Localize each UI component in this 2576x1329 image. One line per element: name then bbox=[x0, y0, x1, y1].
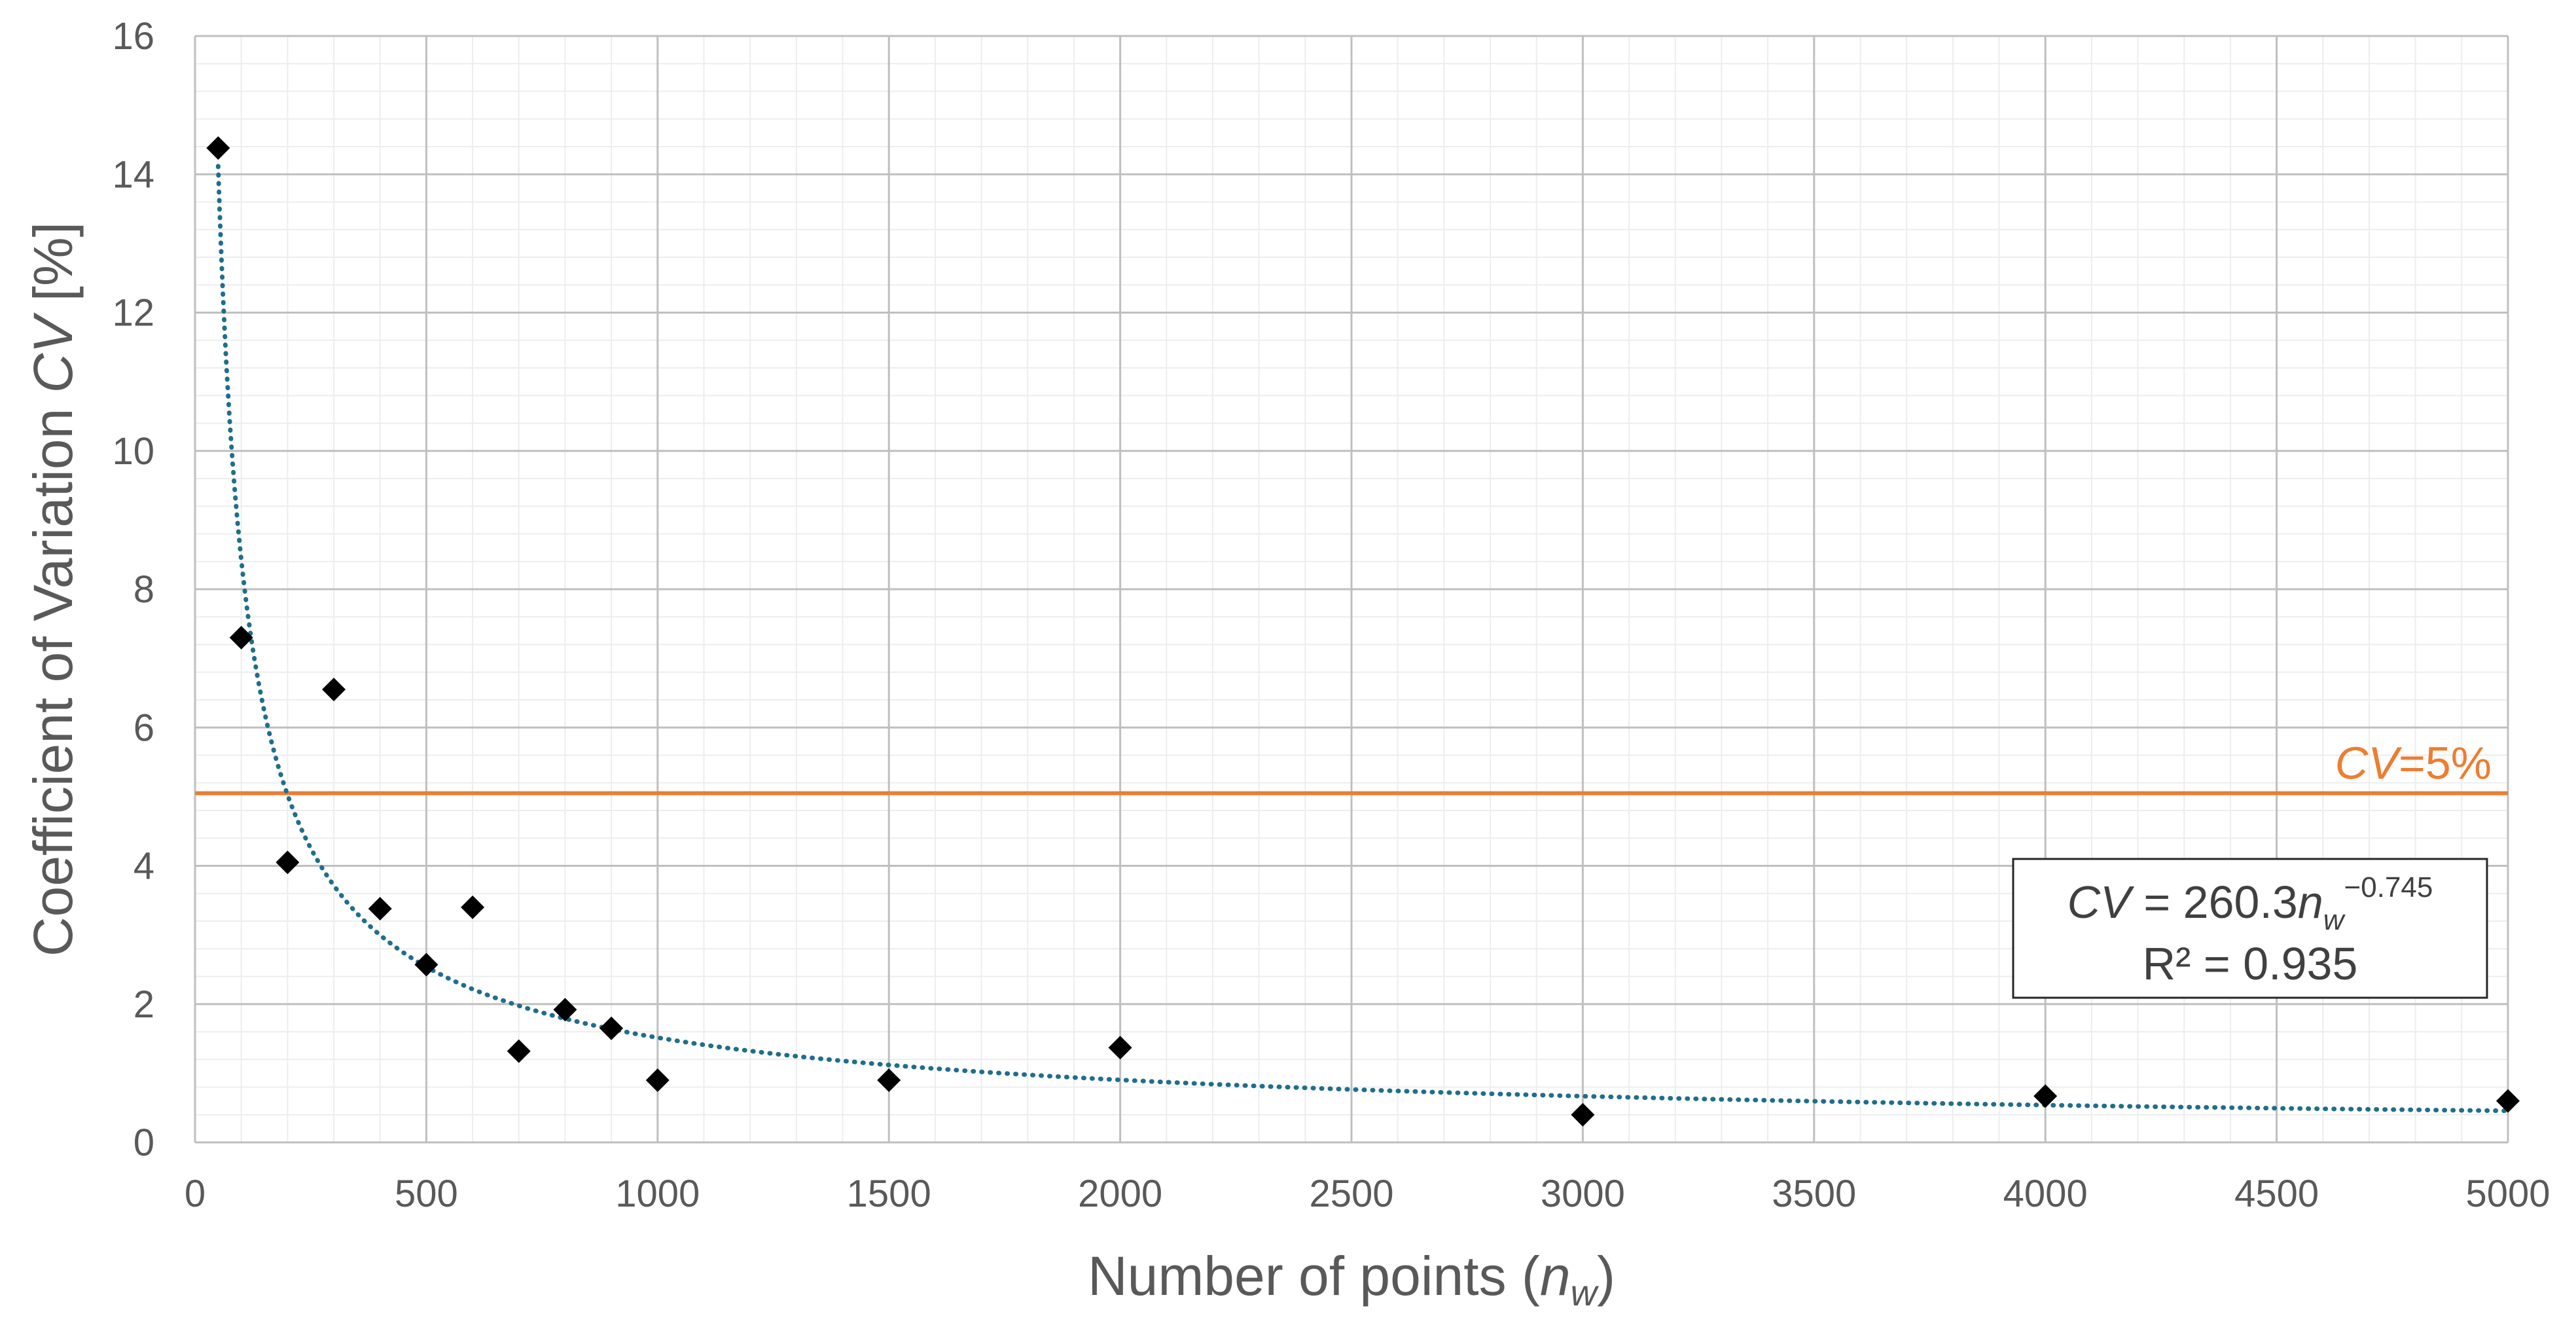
data-point-marker bbox=[276, 850, 300, 875]
data-point-marker bbox=[1571, 1102, 1595, 1127]
x-axis-title-prefix: Number of points ( bbox=[1088, 1245, 1540, 1307]
data-point-marker bbox=[599, 1016, 624, 1040]
x-tick-label: 1500 bbox=[847, 1173, 931, 1215]
y-axis-title-suffix: [%] bbox=[22, 222, 84, 317]
y-axis-title-cv: CV bbox=[22, 312, 84, 393]
y-tick-label: 16 bbox=[112, 15, 154, 58]
y-tick-label: 8 bbox=[134, 568, 154, 611]
data-point-marker bbox=[877, 1068, 901, 1092]
data-points bbox=[206, 136, 2520, 1127]
y-tick-label: 4 bbox=[134, 845, 154, 888]
x-tick-label: 0 bbox=[185, 1173, 206, 1215]
x-tick-label: 4000 bbox=[2003, 1173, 2088, 1215]
data-point-marker bbox=[229, 625, 253, 649]
reference-label-value: =5% bbox=[2399, 738, 2492, 789]
x-tick-label: 500 bbox=[395, 1173, 458, 1215]
x-axis-title-n: n bbox=[1540, 1245, 1571, 1307]
x-axis-ticks: 0 500 1000 1500 2000 2500 3000 3500 4000 4500 5000 bbox=[185, 1173, 2550, 1215]
y-axis-title: Coefficient of Variation CV [%] bbox=[22, 222, 84, 956]
x-tick-label: 5000 bbox=[2465, 1173, 2550, 1215]
y-tick-label: 14 bbox=[112, 153, 154, 196]
equation-box: CV = 260.3nw−0.745 R² = 0.935 bbox=[2012, 858, 2488, 999]
data-point-marker bbox=[507, 1039, 531, 1063]
data-point-marker bbox=[368, 896, 392, 920]
x-axis-title-suffix: ) bbox=[1597, 1245, 1615, 1307]
x-tick-label: 2500 bbox=[1309, 1173, 1393, 1215]
x-tick-label: 3500 bbox=[1772, 1173, 1856, 1215]
reference-label-cv: CV bbox=[2335, 738, 2403, 789]
reference-line-label: CV=5% bbox=[2335, 738, 2492, 789]
equation-box-frame bbox=[2012, 858, 2488, 999]
equation-subscript: w bbox=[2323, 904, 2346, 936]
y-tick-label: 0 bbox=[134, 1121, 154, 1164]
equation-r-squared: R² = 0.935 bbox=[2143, 938, 2358, 989]
x-axis-title: Number of points (nw) bbox=[1088, 1245, 1615, 1313]
y-tick-label: 2 bbox=[134, 983, 154, 1026]
data-point-marker bbox=[645, 1068, 670, 1092]
equation-exponent: −0.745 bbox=[2344, 871, 2433, 903]
x-tick-label: 2000 bbox=[1078, 1173, 1162, 1215]
y-axis-ticks: 0 2 4 6 8 10 12 14 16 bbox=[112, 15, 154, 1164]
data-point-marker bbox=[206, 136, 230, 160]
data-point-marker bbox=[461, 895, 485, 919]
equation-cv: CV bbox=[2067, 877, 2136, 928]
data-point-marker bbox=[414, 953, 438, 977]
data-point-marker bbox=[1108, 1036, 1132, 1060]
y-tick-label: 10 bbox=[112, 430, 154, 473]
x-tick-label: 1000 bbox=[615, 1173, 700, 1215]
y-axis-title-prefix: Coefficient of Variation bbox=[22, 393, 84, 956]
data-point-marker bbox=[553, 998, 577, 1022]
data-point-marker bbox=[2496, 1089, 2520, 1113]
data-point-marker bbox=[2033, 1084, 2058, 1108]
power-trendline bbox=[215, 164, 2511, 1114]
data-point-marker bbox=[322, 678, 346, 702]
x-tick-label: 3000 bbox=[1541, 1173, 1625, 1215]
equation-n: n bbox=[2298, 877, 2323, 928]
equation-coefficient: = 260.3 bbox=[2131, 877, 2298, 928]
x-tick-label: 4500 bbox=[2234, 1173, 2319, 1215]
x-axis-title-subscript: w bbox=[1571, 1272, 1600, 1313]
equation-formula: CV = 260.3nw−0.745 bbox=[2067, 871, 2433, 936]
y-tick-label: 12 bbox=[112, 292, 154, 335]
y-tick-label: 6 bbox=[134, 706, 154, 749]
